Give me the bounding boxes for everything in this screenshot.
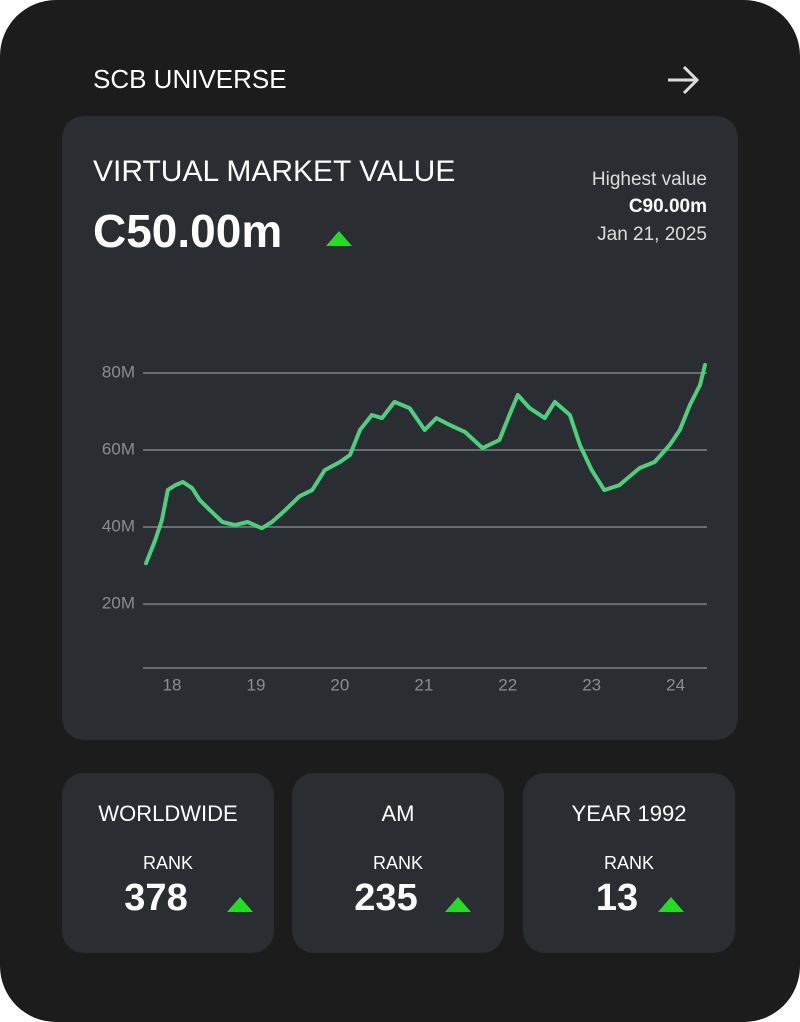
- up-arrow: [326, 231, 352, 246]
- x-tick-label: 22: [498, 675, 517, 694]
- y-tick-label: 80M: [102, 362, 135, 381]
- market-card: [62, 116, 738, 740]
- stat-label: RANK: [372, 853, 423, 873]
- stat-value: 378: [124, 877, 188, 919]
- stat-label: RANK: [142, 853, 193, 873]
- up-arrow: [227, 897, 253, 912]
- stat-name: YEAR 1992: [571, 801, 687, 826]
- stat-value: 235: [354, 877, 418, 919]
- stat-card: YEAR 1992 RANK 13: [523, 773, 735, 953]
- up-arrow: [658, 897, 684, 912]
- market-value: C50.00m: [93, 205, 283, 257]
- highest-label: Highest value: [591, 169, 707, 190]
- x-tick-label: 21: [414, 675, 433, 694]
- stat-name: AM: [381, 801, 415, 826]
- y-tick-label: 40M: [102, 517, 135, 536]
- x-tick-label: 19: [246, 675, 265, 694]
- x-tick-label: 18: [163, 675, 182, 694]
- highest-value: C90.00m: [628, 196, 707, 217]
- stat-label: RANK: [603, 853, 654, 873]
- stat-value: 13: [595, 877, 639, 919]
- card-title: VIRTUAL MARKET VALUE: [93, 155, 456, 188]
- x-tick-label: 24: [666, 675, 685, 694]
- app-title: SCB UNIVERSE: [93, 64, 287, 94]
- line-series: [144, 362, 707, 566]
- arrow-button[interactable]: [664, 62, 700, 98]
- x-tick-label: 23: [582, 675, 601, 694]
- y-tick-label: 20M: [102, 594, 135, 613]
- highest-date: Jan 21, 2025: [597, 224, 707, 245]
- x-tick-label: 20: [330, 675, 349, 694]
- stat-card: WORLDWIDE RANK 378: [62, 773, 274, 953]
- y-tick-label: 60M: [102, 440, 135, 459]
- up-arrow: [445, 897, 471, 912]
- stat-card: AM RANK 235: [292, 773, 504, 953]
- stat-name: WORLDWIDE: [98, 801, 238, 826]
